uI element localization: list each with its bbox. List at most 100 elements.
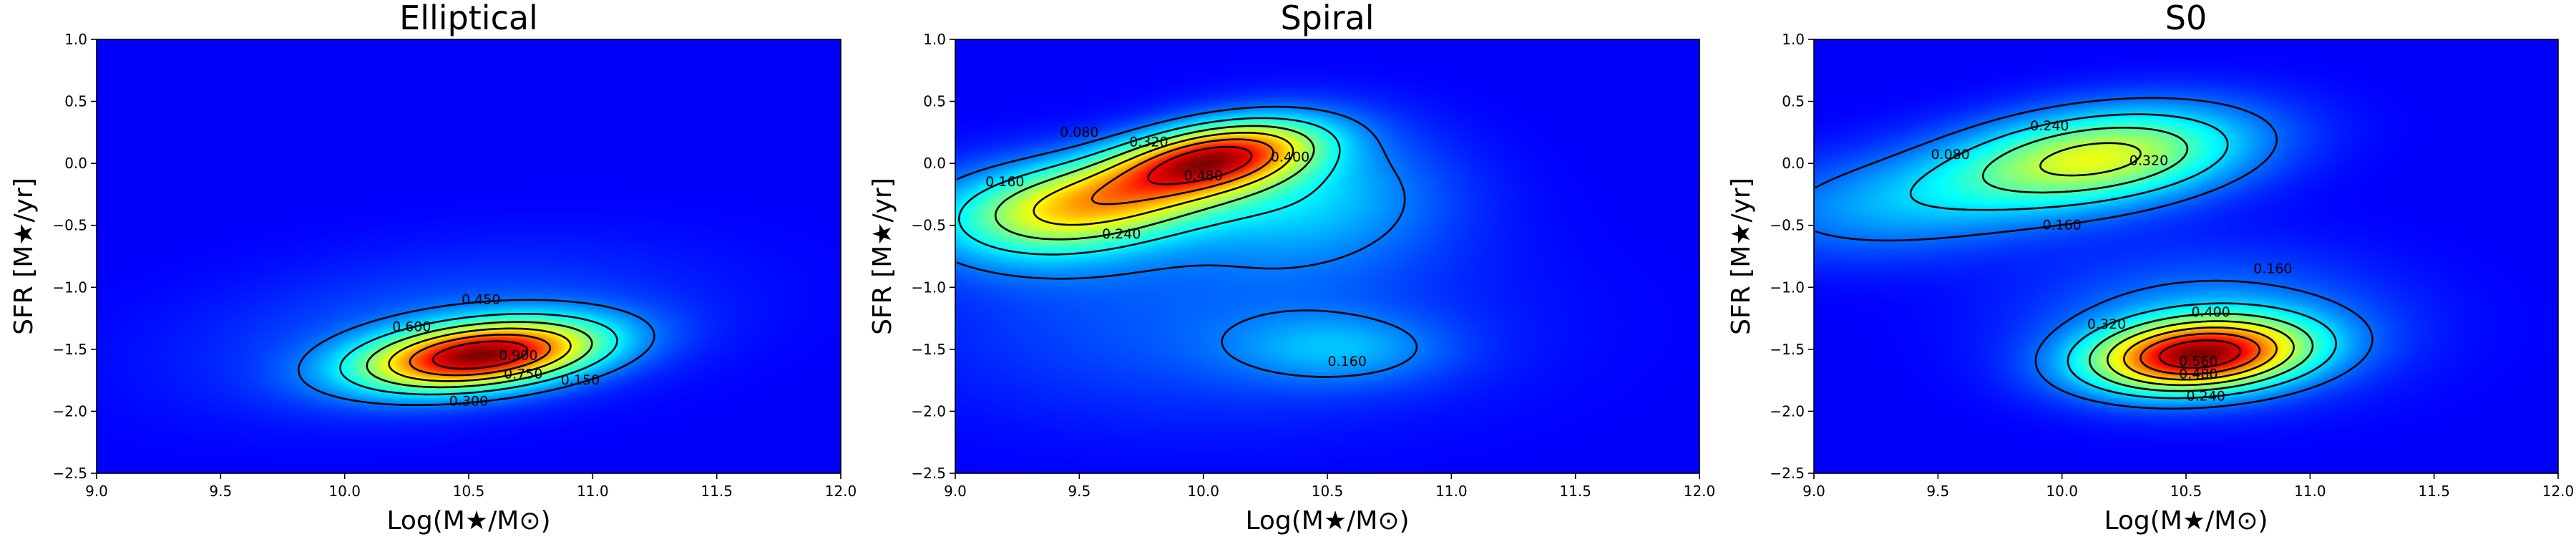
x-tick-label: 9.0	[944, 483, 967, 500]
contour-label: 0.080	[1060, 125, 1098, 140]
x-tick-label: 10.0	[328, 483, 361, 500]
contour-level-0.400	[1091, 138, 1274, 205]
contour-label: 0.160	[1328, 354, 1367, 369]
contour-label: 0.320	[2087, 316, 2126, 332]
y-tick-label: 1.0	[64, 31, 87, 48]
contour-lines	[1815, 97, 2373, 410]
y-tick-label: −1.5	[52, 341, 87, 358]
contour-level-0.480	[1147, 145, 1253, 185]
contour-label: 0.750	[504, 366, 542, 382]
y-tick-label: −2.5	[52, 465, 87, 482]
x-tick-label: 10.0	[1187, 483, 1219, 500]
contour-level-0.400	[2122, 326, 2278, 381]
y-tick-label: 0.0	[64, 155, 87, 172]
x-tick-label: 10.0	[2046, 483, 2078, 500]
x-tick-label: 12.0	[1684, 483, 1716, 500]
y-tick-label: 0.5	[1782, 93, 1805, 110]
y-tick-label: 0.5	[64, 93, 87, 110]
x-tick-label: 9.5	[209, 483, 232, 500]
contour-label: 0.080	[1931, 147, 1969, 163]
contour-label: 0.240	[2187, 389, 2225, 405]
contour-label: 0.160	[985, 174, 1024, 190]
contour-level-0.080	[1815, 97, 2373, 410]
contour-level-0.560	[2158, 339, 2242, 369]
density-heatmap	[97, 39, 841, 473]
contour-label: 0.160	[2042, 218, 2081, 233]
contour-label: 0.160	[2253, 261, 2292, 276]
x-tick-label: 11.0	[1435, 483, 1468, 500]
x-tick-label: 9.5	[1926, 483, 1949, 500]
contour-label: 0.240	[2030, 118, 2069, 134]
x-tick-label: 10.5	[453, 483, 485, 500]
x-tick-label: 10.5	[2170, 483, 2202, 500]
x-tick-label: 11.0	[2294, 483, 2326, 500]
contour-level-0.600	[388, 327, 572, 382]
y-tick-label: 0.0	[923, 155, 946, 172]
x-tick-label: 11.5	[2418, 483, 2450, 500]
contour-label: 0.600	[392, 319, 431, 335]
x-tick-label: 9.0	[85, 483, 108, 500]
contour-label: 0.320	[2129, 153, 2168, 169]
contour-level-0.900	[431, 340, 529, 370]
contour-level-0.300	[339, 313, 618, 396]
contour-level-0.480	[2140, 332, 2261, 375]
y-axis-label: SFR [M★/yr]	[868, 178, 897, 335]
y-tick-label: −1.5	[911, 341, 946, 358]
contour-level-0.160	[958, 117, 1341, 256]
contour-label: 0.480	[2179, 366, 2218, 382]
contour-label: 0.300	[449, 394, 488, 410]
contour-level-0.320	[1033, 132, 1294, 226]
chart-title: S0	[2165, 0, 2207, 37]
contour-level-0.150	[297, 299, 655, 406]
x-tick-label: 9.5	[1068, 483, 1091, 500]
y-tick-label: 1.0	[923, 31, 946, 48]
y-tick-label: −2.5	[911, 465, 946, 482]
x-tick-label: 12.0	[825, 483, 857, 500]
panel-2: 0.160 0.080 0.320 0.480 0.400 0.240 0.160 9.0 9.…	[868, 0, 1715, 536]
contour-label: 0.400	[2191, 304, 2230, 320]
contour-label: 0.150	[561, 372, 600, 388]
y-axis-label: SFR [M★/yr]	[1727, 178, 1756, 335]
y-axis-label: SFR [M★/yr]	[9, 178, 39, 335]
y-tick-label: 0.0	[1782, 155, 1805, 172]
x-tick-label: 12.0	[2542, 483, 2575, 500]
y-tick-label: −1.0	[1770, 279, 1805, 296]
density-heatmap	[1814, 39, 2558, 473]
contour-label: 0.400	[1271, 149, 1309, 165]
x-tick-label: 9.0	[1802, 483, 1825, 500]
contour-label: 0.900	[499, 348, 537, 364]
contour-label: 0.450	[462, 292, 500, 308]
x-axis-label: Log(M★/M⊙)	[386, 506, 550, 536]
contour-label: 0.560	[2179, 354, 2218, 369]
y-tick-label: −2.0	[52, 402, 87, 420]
x-axis-label: Log(M★/M⊙)	[2104, 506, 2268, 536]
contour-level-0.080	[956, 105, 1418, 378]
x-tick-label: 11.5	[701, 483, 733, 500]
contour-label: 0.480	[1184, 168, 1222, 183]
y-tick-label: −2.0	[1770, 402, 1805, 420]
x-axis-label: Log(M★/M⊙)	[1245, 506, 1409, 536]
contour-lines	[297, 299, 655, 406]
y-tick-label: −1.0	[52, 279, 87, 296]
chart-title: Spiral	[1280, 0, 1374, 37]
contour-level-0.160	[1909, 113, 2337, 400]
y-tick-label: −2.0	[911, 402, 946, 420]
contour-label: 0.240	[1102, 226, 1141, 242]
x-tick-label: 11.5	[1559, 483, 1591, 500]
y-tick-label: −1.0	[911, 279, 946, 296]
y-tick-label: −1.5	[1770, 341, 1805, 358]
y-tick-label: −0.5	[911, 217, 946, 234]
contour-level-0.750	[409, 334, 552, 377]
contour-label: 0.320	[1129, 135, 1168, 150]
y-tick-label: −0.5	[1770, 217, 1805, 234]
y-tick-label: −0.5	[52, 217, 87, 234]
y-tick-label: 0.5	[923, 93, 946, 110]
y-tick-label: 1.0	[1782, 31, 1805, 48]
chart-title: Elliptical	[399, 0, 538, 37]
x-tick-label: 10.5	[1312, 483, 1344, 500]
y-tick-label: −2.5	[1770, 465, 1805, 482]
contour-level-0.240	[1981, 127, 2314, 392]
contour-lines	[956, 105, 1418, 378]
panel-1: 0.450 0.600 0.900 0.750 0.300 0.150 9.0 9.5 10.0…	[9, 0, 857, 536]
